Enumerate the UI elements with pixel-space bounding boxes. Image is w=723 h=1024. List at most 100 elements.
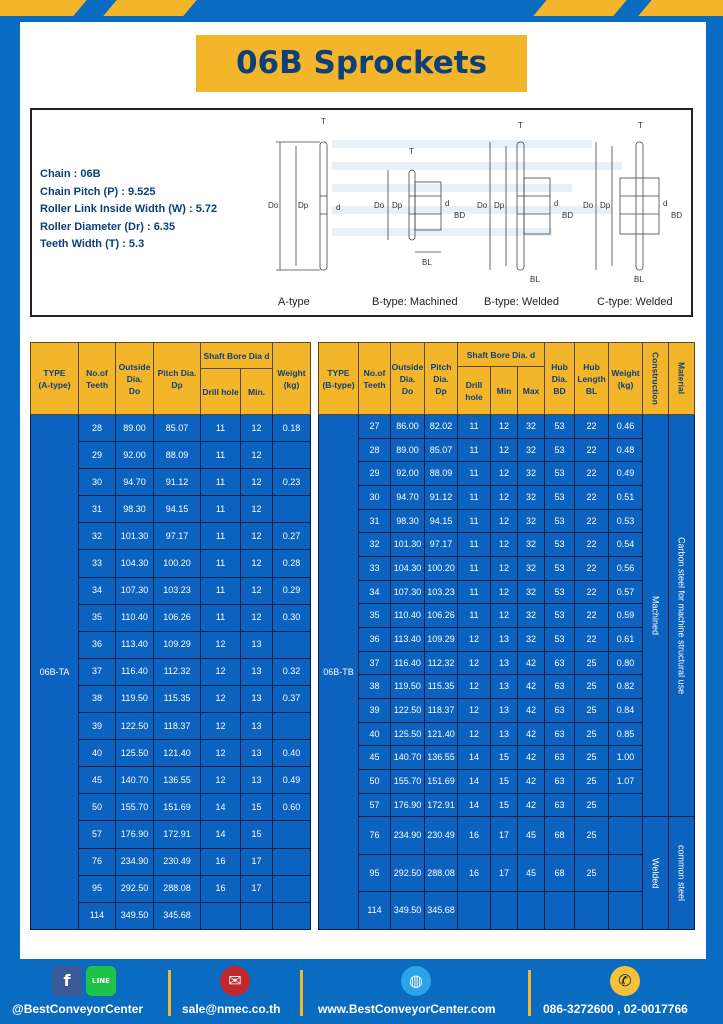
table-row: 95 292.50 288.08 16 17	[31, 874, 311, 903]
header-shaft-bore: Shaft Bore Dia. d	[456, 342, 546, 367]
header-outside-dia: Outside Dia. Do	[115, 342, 154, 415]
cell-weight: 0.48	[608, 437, 644, 463]
cell-hub-length: 25	[574, 792, 610, 818]
cell-outside-dia: 92.00	[390, 461, 425, 487]
cell-outside-dia: 94.70	[115, 468, 154, 497]
cell-pitch-dia: 106.26	[153, 603, 201, 632]
table-row: 32 101.30 97.17 11 12 0.27	[31, 522, 311, 551]
svg-text:T: T	[321, 117, 326, 126]
cell-min-bore: 12	[240, 522, 273, 551]
cell-hub-dia: 53	[544, 627, 576, 652]
cell-min-bore: 12	[490, 556, 518, 581]
caption-a-type: A-type	[278, 296, 310, 308]
header-weight: Weight (kg)	[608, 342, 644, 415]
cell-max-bore: 42	[516, 674, 546, 700]
b-type-table: TYPE (B-type) No.of Teeth Outside Dia. Do Pi…	[318, 342, 696, 930]
cell-hub-length: 22	[574, 437, 610, 463]
svg-text:d: d	[336, 203, 340, 212]
table-row: 06B-TB 27 86.00 82.02 11 12 32 53 22 0.46 Machined…	[318, 413, 696, 930]
table-row: 114 349.50 345.68	[31, 901, 311, 931]
cell-hub-dia: 63	[544, 769, 576, 794]
cell-min-bore: 12	[240, 413, 273, 443]
table-row: 57 176.90 172.91 14 15	[31, 820, 311, 849]
spec-roller-width: Roller Link Inside Width (W) : 5.72	[40, 203, 218, 215]
cell-drill-hole: 11	[457, 414, 491, 439]
table-row: 45 140.70 136.55 14 15 42 63 25 1.00	[319, 745, 695, 771]
cell-hub-dia: 53	[544, 414, 576, 439]
cell-teeth: 38	[78, 684, 116, 714]
divider	[300, 970, 303, 1016]
cell-min-bore: 15	[490, 792, 518, 818]
svg-text:Dp: Dp	[494, 201, 505, 210]
table-row: 29 92.00 88.09 11 12	[31, 441, 311, 470]
table-row: 95 292.50 288.08 16 17 45 68 25	[319, 853, 695, 893]
cell-teeth: 36	[358, 627, 391, 652]
cell-pitch-dia: 97.17	[424, 532, 458, 558]
cell-max-bore: 42	[516, 721, 546, 747]
table-row: 39 122.50 118.37 12 13	[31, 712, 311, 741]
cell-weight: 0.28	[272, 549, 311, 578]
website-link[interactable]: www.BestConveyorCenter.com	[318, 1002, 496, 1016]
cell-hub-dia: 53	[544, 532, 576, 558]
chain-specs: Chain : 06B Chain Pitch (P) : 9.525 Roll…	[40, 166, 262, 254]
cell-weight	[608, 816, 644, 855]
cell-min-bore: 13	[240, 766, 273, 795]
phone-icon[interactable]: ✆	[610, 966, 640, 996]
a-type-table: TYPE (A-type) No.of Teeth Outside Dia. Do Pi…	[30, 342, 311, 931]
table-row: 31 98.30 94.15 11 12 32 53 22 0.53	[319, 508, 695, 534]
cell-pitch-dia: 230.49	[424, 816, 458, 855]
cell-pitch-dia: 230.49	[153, 847, 201, 876]
cell-teeth: 40	[78, 739, 116, 768]
cell-min-bore: 12	[490, 461, 518, 487]
cell-weight: 0.53	[608, 508, 644, 534]
cell-weight	[272, 901, 311, 931]
cell-drill-hole: 16	[200, 874, 241, 903]
svg-text:Do: Do	[374, 201, 385, 210]
table-row: 30 94.70 91.12 11 12 32 53 22 0.51	[319, 485, 695, 510]
cell-teeth: 35	[358, 603, 391, 629]
cell-min-bore: 12	[490, 532, 518, 558]
cell-drill-hole: 12	[457, 698, 491, 723]
cell-hub-dia: 68	[544, 816, 576, 855]
table-row: 37 116.40 112.32 12 13 0.32	[31, 657, 311, 686]
cell-weight	[608, 891, 644, 930]
cell-min-bore: 12	[240, 468, 273, 497]
social-handle[interactable]: @BestConveyorCenter	[12, 1002, 144, 1016]
cell-weight: 0.49	[608, 461, 644, 487]
facebook-icon[interactable]: f	[52, 966, 82, 996]
globe-icon[interactable]: ◍	[401, 966, 431, 996]
cell-outside-dia: 349.50	[115, 901, 154, 931]
cell-hub-dia: 53	[544, 437, 576, 463]
table-row: 32 101.30 97.17 11 12 32 53 22 0.54	[319, 532, 695, 558]
svg-text:T: T	[518, 121, 523, 130]
mail-icon[interactable]: ✉	[220, 966, 250, 996]
cell-outside-dia: 125.50	[115, 739, 154, 768]
table-row: 33 104.30 100.20 11 12 0.28	[31, 549, 311, 578]
cell-max-bore: 32	[516, 579, 546, 605]
cell-hub-length: 22	[574, 461, 610, 487]
phone-numbers[interactable]: 086-3272600 , 02-0017766	[543, 1002, 688, 1016]
cell-min-bore: 15	[490, 769, 518, 794]
cell-drill-hole: 11	[457, 532, 491, 558]
cell-teeth: 114	[358, 891, 391, 930]
header-material: Material	[668, 342, 696, 415]
header-hub-dia: Hub Dia. BD	[544, 342, 576, 415]
cell-outside-dia: 122.50	[390, 698, 425, 723]
cell-drill-hole: 11	[457, 437, 491, 463]
svg-text:Do: Do	[477, 201, 488, 210]
cell-pitch-dia: 118.37	[424, 698, 458, 723]
cell-teeth: 37	[78, 657, 116, 686]
cell-hub-length: 25	[574, 721, 610, 747]
cell-min-bore: 12	[240, 495, 273, 524]
line-icon[interactable]: LINE	[86, 966, 116, 996]
cell-outside-dia: 155.70	[390, 769, 425, 794]
cell-min-bore: 13	[490, 698, 518, 723]
cell-outside-dia: 155.70	[115, 793, 154, 822]
email-link[interactable]: sale@nmec.co.th	[182, 1002, 281, 1016]
cell-min-bore: 13	[240, 739, 273, 768]
svg-text:Do: Do	[268, 201, 279, 210]
cell-max-bore: 32	[516, 508, 546, 534]
cell-min-bore: 12	[240, 603, 273, 632]
cell-teeth: 31	[358, 508, 391, 534]
type-cell: 06B-TA	[30, 414, 79, 930]
